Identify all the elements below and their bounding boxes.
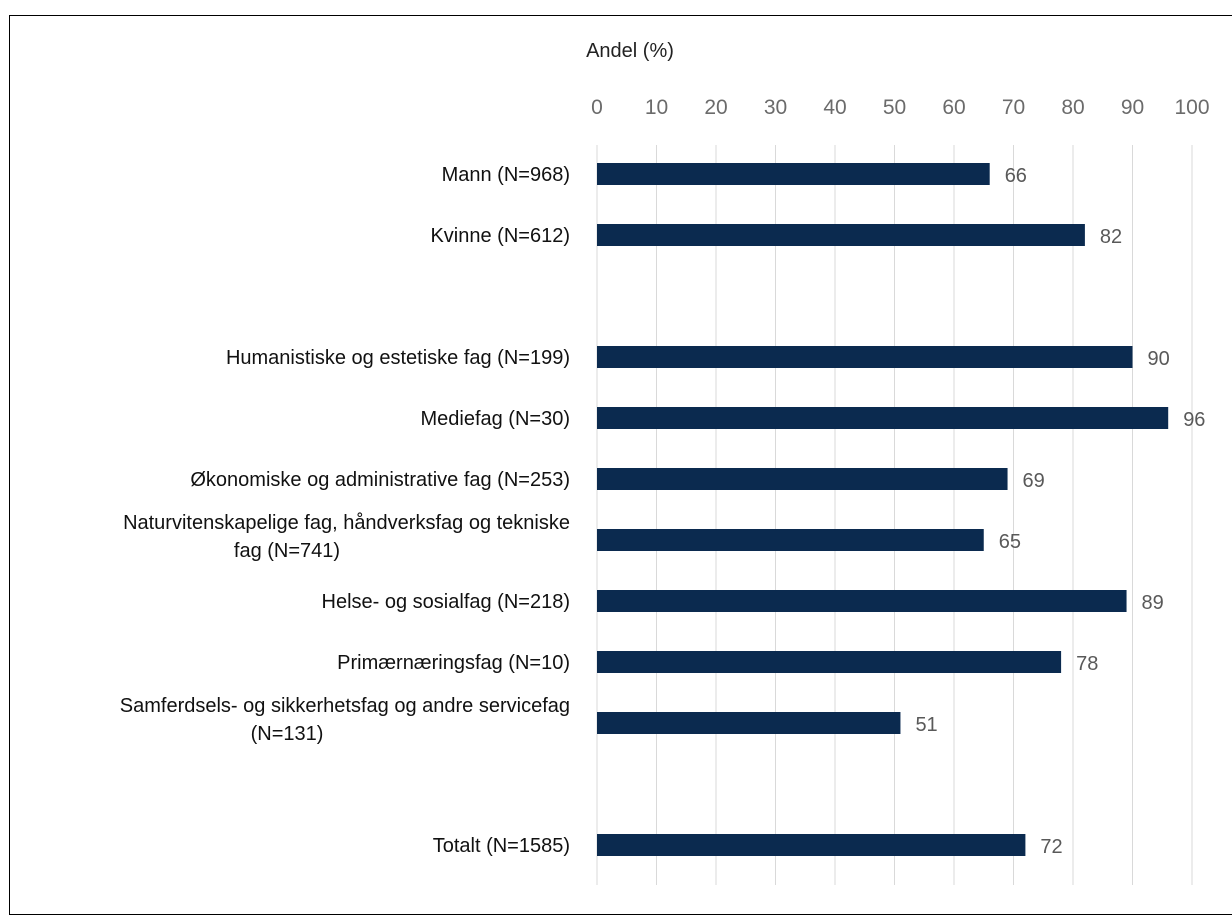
data-label: 78 <box>1076 653 1098 675</box>
x-tick-label: 20 <box>704 96 727 119</box>
category-label: Naturvitenskapelige fag, håndverksfag og… <box>123 512 570 534</box>
bar <box>597 834 1026 856</box>
data-label: 66 <box>1005 165 1027 187</box>
bar <box>597 590 1127 612</box>
category-label: Kvinne (N=612) <box>430 225 570 247</box>
x-tick-label: 50 <box>883 96 906 119</box>
data-label: 96 <box>1183 409 1205 431</box>
x-tick-label: 100 <box>1174 96 1209 119</box>
bar <box>597 529 984 551</box>
bar <box>597 468 1008 490</box>
bar <box>597 712 901 734</box>
x-tick-label: 40 <box>823 96 846 119</box>
x-tick-label: 60 <box>942 96 965 119</box>
data-label: 89 <box>1142 592 1164 614</box>
x-tick-label: 90 <box>1121 96 1144 119</box>
category-label: Helse- og sosialfag (N=218) <box>322 591 570 613</box>
x-tick-label: 0 <box>591 96 603 119</box>
category-label: (N=131) <box>251 723 324 745</box>
category-label: Økonomiske og administrative fag (N=253) <box>190 469 570 491</box>
category-label: fag (N=741) <box>234 540 340 562</box>
data-label: 51 <box>915 714 937 736</box>
category-label: Totalt (N=1585) <box>433 835 570 857</box>
category-label: Humanistiske og estetiske fag (N=199) <box>226 347 570 369</box>
bar <box>597 346 1133 368</box>
x-tick-label: 80 <box>1061 96 1084 119</box>
category-label: Mann (N=968) <box>442 164 570 186</box>
data-label: 90 <box>1148 348 1170 370</box>
bar <box>597 407 1169 429</box>
category-label: Samferdsels- og sikkerhetsfag og andre s… <box>120 695 570 717</box>
data-label: 69 <box>1023 470 1045 492</box>
bar <box>597 224 1085 246</box>
data-label: 65 <box>999 531 1021 553</box>
x-axis-title: Andel (%) <box>586 40 674 62</box>
category-label: Primærnæringsfag (N=10) <box>337 652 570 674</box>
bar <box>597 651 1062 673</box>
x-tick-label: 10 <box>645 96 668 119</box>
bar <box>597 163 990 185</box>
category-label: Mediefag (N=30) <box>420 408 570 430</box>
data-label: 82 <box>1100 226 1122 248</box>
x-tick-label: 30 <box>764 96 787 119</box>
data-label: 72 <box>1040 836 1062 858</box>
x-tick-label: 70 <box>1002 96 1025 119</box>
